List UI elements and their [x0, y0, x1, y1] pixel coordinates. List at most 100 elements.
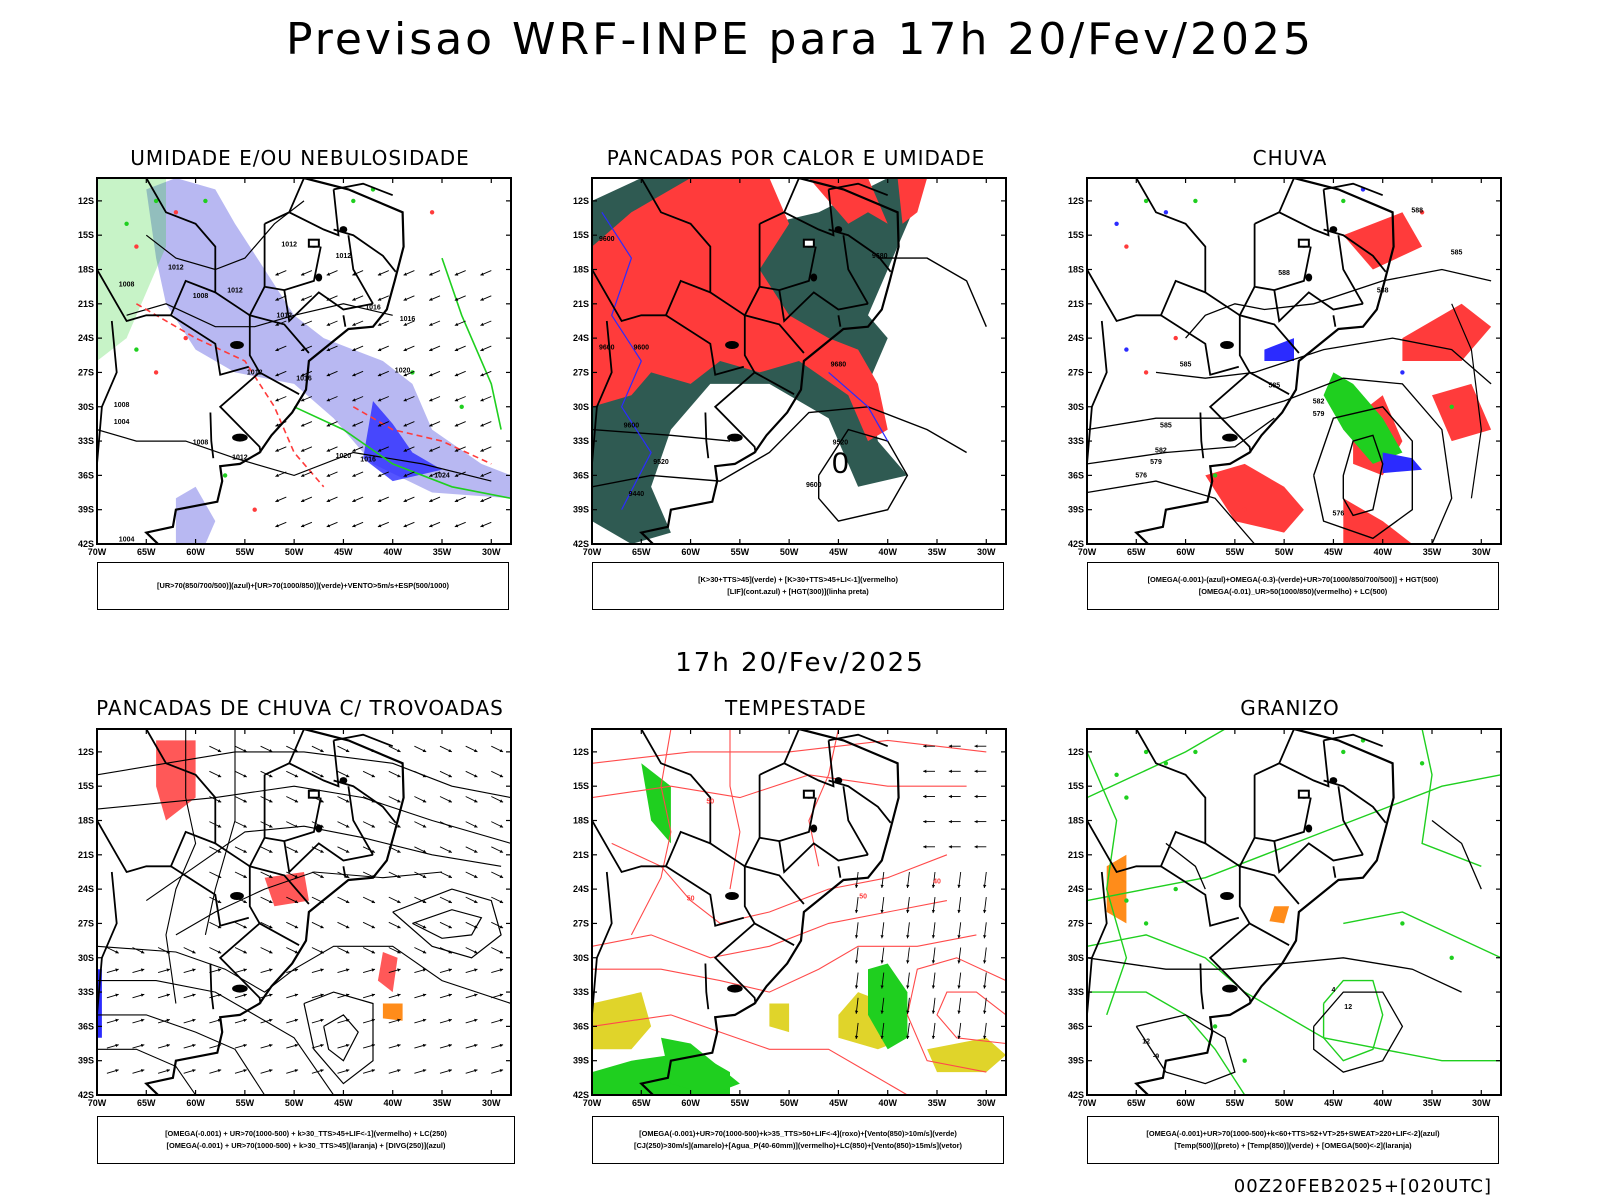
lon-tick-label: 55W: [731, 1098, 750, 1108]
wind-arrow-head: [974, 794, 978, 799]
wind-arrow-head: [931, 884, 936, 888]
lon-tick-label: 30W: [482, 547, 501, 557]
wind-arrow-head: [326, 373, 331, 377]
wind-arrow-head: [371, 968, 375, 972]
lon-tick-label: 55W: [731, 547, 750, 557]
wind-arrow-head: [499, 1018, 504, 1022]
contour-label: 1012: [277, 313, 293, 320]
speckle: [1143, 749, 1149, 755]
wind-arrow-head: [499, 799, 504, 803]
wind-arrow-head: [243, 874, 247, 878]
wind-arrow-head: [217, 900, 222, 903]
wind-arrow-head: [345, 799, 350, 803]
wind-arrow-head: [269, 749, 273, 752]
wind-arrow-head: [983, 1035, 987, 1039]
speckle: [1143, 198, 1149, 204]
contour-line: [1087, 480, 1256, 544]
lat-tick-label: 21S: [78, 850, 94, 860]
wind-arrow-head: [377, 524, 382, 528]
wind-arrow-head: [983, 909, 987, 914]
tempestade-title: TEMPESTADE: [725, 696, 867, 720]
wind-arrow-head: [192, 968, 196, 972]
wind-arrow-head: [269, 1069, 273, 1073]
wind-arrow-head: [352, 498, 356, 502]
wind-arrow-head: [243, 900, 247, 903]
lon-tick-label: 40W: [1373, 1098, 1392, 1108]
wind-arrow-head: [326, 498, 331, 502]
federal-district: [307, 238, 320, 248]
wind-arrow-head: [301, 423, 305, 427]
wind-arrow-head: [474, 874, 478, 878]
lon-tick-label: 70W: [583, 1098, 602, 1108]
contour-label: 9600: [599, 345, 615, 352]
wind-arrow-head: [854, 960, 859, 964]
wind-arrow-head: [480, 473, 484, 477]
map-frame: [96, 177, 512, 545]
contour-label: 1016: [296, 375, 312, 382]
contour-line: [936, 991, 1006, 1045]
political-border: [259, 922, 300, 946]
lat-tick-label: 39S: [573, 1056, 589, 1066]
contour-label: 579: [1150, 459, 1162, 466]
tempestade-legend: [OMEGA(-0.001)+UR>70(1000-500)+k>35_TTS>…: [592, 1116, 1004, 1164]
political-border: [783, 729, 800, 764]
wind-arrow-head: [948, 769, 952, 773]
wind-arrow-head: [957, 1035, 961, 1039]
wind-arrow-head: [474, 1018, 478, 1022]
wind-arrow-head: [454, 473, 459, 477]
wind-arrow-head: [448, 968, 452, 972]
wind-arrow-head: [326, 524, 331, 528]
contour-line: [1313, 406, 1413, 540]
shaded-area-green: [868, 963, 908, 1050]
wind-arrow-head: [275, 272, 279, 276]
political-border: [704, 963, 710, 1010]
wind-arrow-head: [397, 849, 401, 853]
political-border: [778, 840, 869, 874]
wind-arrow-head: [166, 950, 170, 954]
wind-arrow-head: [345, 968, 350, 972]
wind-arrow-head: [499, 968, 504, 972]
wind-arrow-head: [166, 1018, 170, 1022]
wind-arrow-head: [192, 1018, 196, 1022]
wind-arrow-head: [397, 950, 401, 954]
speckle: [203, 198, 208, 204]
contour-line: [592, 774, 967, 799]
wind-arrow-head: [275, 524, 279, 528]
lat-tick-label: 12S: [78, 196, 94, 206]
speckle: [124, 221, 129, 226]
lon-tick-label: 35W: [928, 547, 947, 557]
wind-arrow-head: [192, 1043, 196, 1048]
wind-arrow-head: [931, 960, 936, 964]
shaded-area-red: [264, 872, 309, 907]
lat-tick-label: 30S: [1068, 402, 1084, 412]
contour-line: [1087, 417, 1275, 465]
lake: [339, 226, 348, 233]
lat-tick-label: 24S: [78, 884, 94, 894]
wind-arrow-head: [294, 993, 299, 997]
legend-line: [OMEGA(-0.001)+UR>70(1000-500)+k>35_TTS>…: [639, 1129, 957, 1138]
lake: [834, 226, 843, 233]
wind-arrow-head: [906, 884, 910, 888]
contour-line: [441, 257, 502, 430]
wind-arrow-head: [974, 744, 978, 748]
lon-tick-label: 55W: [1226, 1098, 1245, 1108]
lat-tick-label: 42S: [1068, 539, 1084, 549]
wind-arrow-head: [269, 925, 273, 929]
wind-arrow-head: [957, 935, 961, 939]
political-border: [347, 235, 374, 305]
wind-arrow-head: [326, 272, 331, 276]
map-frame: [591, 728, 1007, 1096]
wind-arrow-head: [429, 498, 433, 502]
shaded-area-green: [97, 178, 166, 361]
wind-arrow-head: [377, 423, 382, 427]
wind-arrow-head: [243, 993, 247, 997]
contour-line: [1342, 434, 1384, 517]
wind-arrow-head: [320, 1069, 324, 1073]
wind-arrow-head: [345, 1069, 350, 1073]
wind-arrow-head: [243, 774, 247, 778]
wind-arrow-head: [422, 968, 427, 972]
wind-arrow-head: [192, 950, 196, 954]
lon-tick-label: 35W: [1423, 547, 1442, 557]
contour-label: 40: [933, 878, 941, 885]
